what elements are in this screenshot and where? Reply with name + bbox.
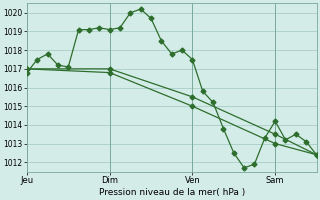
X-axis label: Pression niveau de la mer( hPa ): Pression niveau de la mer( hPa ) [99, 188, 245, 197]
